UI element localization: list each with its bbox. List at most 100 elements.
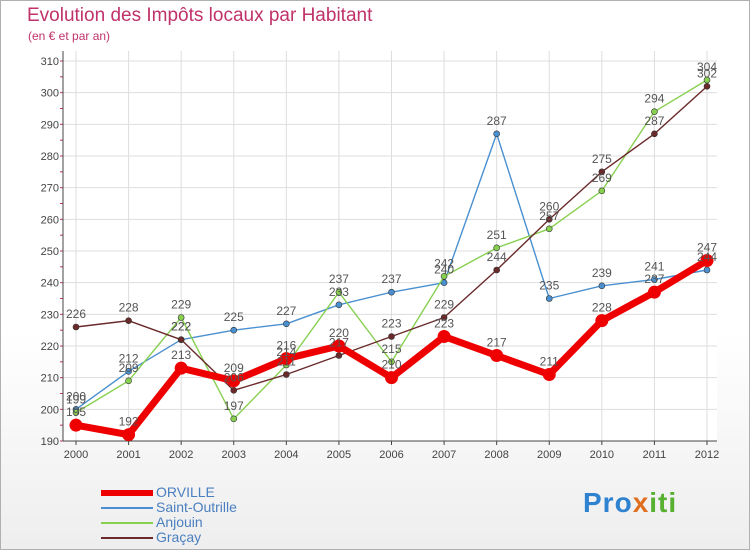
data-point [440,279,448,286]
data-label: 209 [224,361,244,375]
data-point [72,323,80,331]
data-point [703,266,711,274]
data-label: 222 [171,320,191,334]
data-label: 225 [224,310,244,324]
data-label: 269 [592,171,612,185]
data-label: 195 [66,405,86,419]
x-tick-label: 2004 [274,449,298,461]
y-tick-label: 220 [41,341,59,353]
data-label: 211 [277,355,296,369]
data-label: 214 [276,345,296,359]
data-point [230,326,238,334]
data-point [651,276,658,283]
data-label: 302 [697,66,717,80]
legend-swatch [101,490,153,496]
data-label: 244 [697,250,717,264]
data-point [283,320,290,328]
y-tick-label: 270 [41,183,59,195]
data-point [385,371,398,385]
data-label: 210 [381,358,401,372]
x-tick-label: 2003 [222,449,246,461]
data-point [647,285,661,299]
y-tick-label: 300 [41,88,59,100]
data-point [545,216,553,223]
data-point [388,288,395,296]
data-label: 228 [592,301,612,315]
data-label: 237 [644,272,664,286]
x-tick-label: 2002 [169,449,193,461]
y-tick-label: 200 [41,404,59,416]
y-tick-label: 210 [41,373,59,385]
data-label: 240 [434,263,454,277]
data-point [595,314,609,328]
legend-swatch [101,507,153,509]
y-tick-label: 230 [41,309,59,321]
data-label: 209 [119,361,139,375]
x-tick-label: 2001 [116,449,140,461]
data-label: 237 [329,272,349,286]
legend-label: Anjouin [156,514,203,530]
data-point [545,295,553,302]
data-point [440,273,448,280]
data-point [283,371,290,378]
legend-label: ORVILLE [156,484,215,500]
data-point [230,415,238,423]
data-label: 294 [644,92,664,106]
chart-title: Evolution des Impôts locaux par Habitant [27,5,373,26]
data-label: 223 [434,317,454,331]
data-label: 257 [539,209,559,223]
data-point [332,339,346,353]
y-tick-label: 290 [41,119,59,131]
data-label: 220 [329,326,349,340]
data-label: 229 [171,298,191,312]
y-tick-label: 280 [41,151,59,163]
data-label: 237 [381,272,401,286]
data-label: 206 [224,370,244,384]
y-tick-label: 190 [41,436,59,448]
data-point [125,368,132,375]
data-point [388,358,395,366]
data-point [703,76,711,84]
data-point [69,418,83,432]
data-point [388,333,395,340]
legend-swatch [101,537,153,539]
data-label: 304 [697,60,717,74]
data-label: 222 [171,320,191,334]
data-point [598,187,606,195]
data-point [490,349,504,362]
legend-label: Graçay [156,529,202,545]
data-label: 213 [171,348,191,362]
data-label: 241 [644,260,664,274]
legend-swatch [101,522,153,524]
proxiti-logo: Proxiti [583,487,678,518]
chart-subtitle: (en € et par an) [28,29,111,43]
data-point [335,352,343,359]
x-tick-label: 2009 [537,449,561,461]
x-tick-label: 2008 [484,449,508,461]
data-point [542,368,556,381]
data-point [703,83,711,90]
x-tick-label: 2011 [643,449,667,461]
legend-label: Saint-Outrille [156,499,237,515]
x-tick-label: 2006 [379,449,403,461]
data-point [493,266,500,274]
data-label: 215 [381,342,401,356]
data-point [598,282,606,290]
data-point [651,130,658,138]
data-label: 216 [276,339,296,353]
data-point [72,409,80,416]
data-point [335,301,343,309]
data-label: 228 [119,301,139,315]
data-point [440,314,448,321]
data-point [230,387,238,394]
data-point [545,225,553,233]
data-point [125,377,132,385]
data-label: 227 [276,304,296,318]
y-tick-label: 250 [41,246,59,258]
y-tick-label: 310 [41,56,59,68]
data-label: 233 [329,285,349,299]
data-point [177,314,185,321]
data-label: 226 [66,307,86,321]
